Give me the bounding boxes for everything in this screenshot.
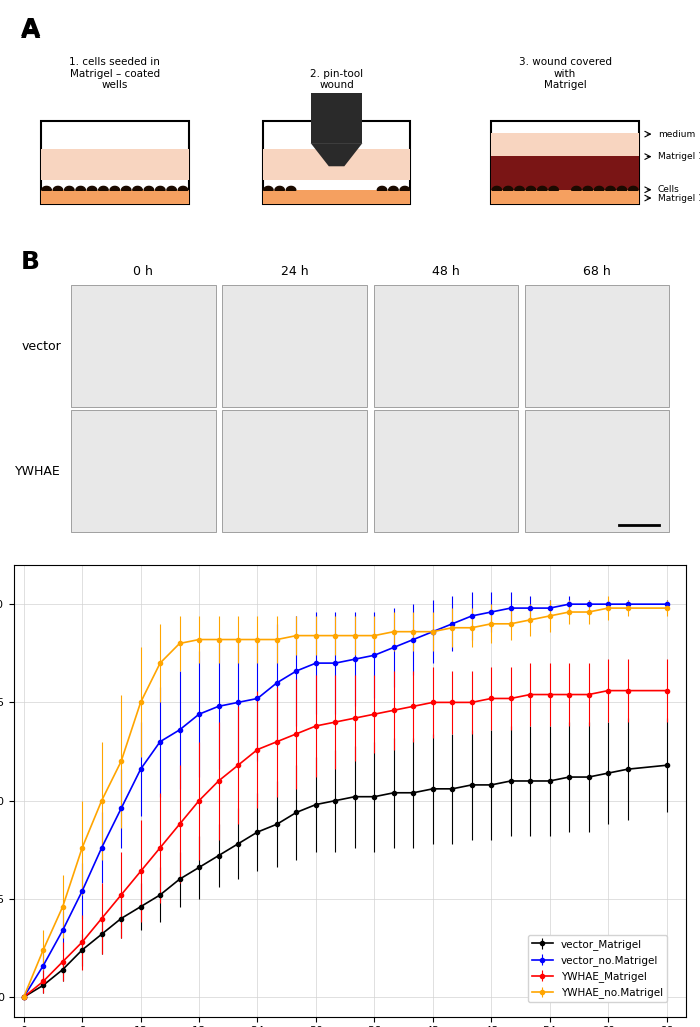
Bar: [374, 410, 518, 532]
Bar: [311, 93, 363, 143]
Polygon shape: [526, 186, 536, 190]
Text: 2. pin-tool
wound: 2. pin-tool wound: [310, 69, 363, 90]
Text: 1. cells seeded in
Matrigel – coated
wells: 1. cells seeded in Matrigel – coated wel…: [69, 58, 160, 90]
Text: 0 h: 0 h: [134, 265, 153, 277]
Text: A: A: [21, 16, 40, 41]
Bar: [41, 121, 189, 203]
Polygon shape: [538, 186, 547, 190]
Polygon shape: [167, 186, 176, 190]
Polygon shape: [572, 186, 581, 190]
Polygon shape: [42, 186, 51, 190]
Text: A: A: [21, 18, 40, 42]
Polygon shape: [121, 186, 131, 190]
Text: 68 h: 68 h: [583, 265, 611, 277]
Polygon shape: [88, 186, 97, 190]
Text: YWHAE: YWHAE: [15, 464, 61, 478]
Polygon shape: [263, 186, 273, 190]
Bar: [262, 190, 410, 203]
Text: Matrigel 1μg: Matrigel 1μg: [658, 152, 700, 161]
Text: 3. wound covered
with
Matrigel: 3. wound covered with Matrigel: [519, 58, 612, 90]
Text: B: B: [21, 251, 40, 274]
Polygon shape: [377, 186, 387, 190]
Text: 48 h: 48 h: [432, 265, 460, 277]
Polygon shape: [144, 186, 154, 190]
Bar: [262, 149, 410, 181]
Text: Cells: Cells: [658, 185, 680, 194]
Polygon shape: [99, 186, 108, 190]
Polygon shape: [76, 186, 85, 190]
Bar: [491, 155, 639, 190]
Bar: [491, 190, 639, 203]
Polygon shape: [514, 186, 524, 190]
Text: vector: vector: [21, 340, 61, 352]
Bar: [491, 134, 639, 155]
Polygon shape: [617, 186, 626, 190]
Polygon shape: [389, 186, 398, 190]
Bar: [525, 410, 669, 532]
Polygon shape: [275, 186, 284, 190]
Bar: [223, 410, 367, 532]
Text: 24 h: 24 h: [281, 265, 309, 277]
Polygon shape: [64, 186, 74, 190]
Bar: [41, 190, 189, 203]
Polygon shape: [503, 186, 513, 190]
Polygon shape: [133, 186, 142, 190]
Polygon shape: [311, 143, 363, 166]
Bar: [262, 121, 410, 203]
Polygon shape: [549, 186, 559, 190]
Polygon shape: [594, 186, 604, 190]
Polygon shape: [110, 186, 120, 190]
Bar: [71, 410, 216, 532]
Bar: [525, 286, 669, 407]
Polygon shape: [155, 186, 165, 190]
Text: Matrigel 100 μg: Matrigel 100 μg: [658, 193, 700, 202]
Bar: [491, 121, 639, 203]
Legend: vector_Matrigel, vector_no.Matrigel, YWHAE_Matrigel, YWHAE_no.Matrigel: vector_Matrigel, vector_no.Matrigel, YWH…: [528, 935, 667, 1002]
Bar: [223, 286, 367, 407]
Text: medium: medium: [658, 129, 695, 139]
Polygon shape: [53, 186, 63, 190]
Bar: [41, 149, 189, 181]
Polygon shape: [286, 186, 296, 190]
Polygon shape: [178, 186, 188, 190]
Polygon shape: [400, 186, 410, 190]
Polygon shape: [629, 186, 638, 190]
Bar: [374, 286, 518, 407]
Polygon shape: [583, 186, 593, 190]
Polygon shape: [606, 186, 615, 190]
Polygon shape: [492, 186, 502, 190]
Bar: [71, 286, 216, 407]
